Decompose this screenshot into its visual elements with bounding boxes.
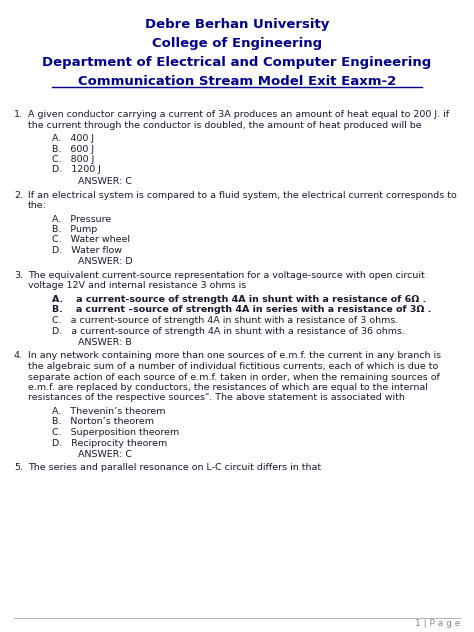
Text: Debre Berhan University: Debre Berhan University [145,18,329,31]
Text: A.   Pressure: A. Pressure [52,214,111,224]
Text: D.   Reciprocity theorem: D. Reciprocity theorem [52,439,167,447]
Text: Communication Stream Model Exit Eaxm-2: Communication Stream Model Exit Eaxm-2 [78,75,396,88]
Text: A.   Thevenin’s theorem: A. Thevenin’s theorem [52,407,165,416]
Text: B.   Pump: B. Pump [52,225,97,234]
Text: The equivalent current-source representation for a voltage-source with open circ: The equivalent current-source representa… [28,271,425,280]
Text: 2.: 2. [14,190,23,200]
Text: In any network containing more than one sources of e.m.f. the current in any bra: In any network containing more than one … [28,351,441,360]
Text: B.   600 J: B. 600 J [52,145,94,154]
Text: Department of Electrical and Computer Engineering: Department of Electrical and Computer En… [42,56,432,69]
Text: ANSWER: C: ANSWER: C [78,177,132,186]
Text: C.   Water wheel: C. Water wheel [52,236,130,245]
Text: the:: the: [28,201,47,210]
Text: College of Engineering: College of Engineering [152,37,322,50]
Text: resistances of the respective sources". The above statement is associated with: resistances of the respective sources". … [28,394,405,403]
Text: 3.: 3. [14,271,23,280]
Text: C.   Superposition theorem: C. Superposition theorem [52,428,179,437]
Text: the algebraic sum of a number of individual fictitious currents, each of which i: the algebraic sum of a number of individ… [28,362,438,371]
Text: ANSWER: C: ANSWER: C [78,450,132,459]
Text: If an electrical system is compared to a fluid system, the electrical current co: If an electrical system is compared to a… [28,190,457,200]
Text: the current through the conductor is doubled, the amount of heat produced will b: the current through the conductor is dou… [28,121,422,130]
Text: A.    a current-source of strength 4A in shunt with a resistance of 6Ω .: A. a current-source of strength 4A in sh… [52,295,426,304]
Text: ANSWER: D: ANSWER: D [78,257,133,267]
Text: A.   400 J: A. 400 J [52,134,94,143]
Text: e.m.f. are replaced by conductors, the resistances of which are equal to the int: e.m.f. are replaced by conductors, the r… [28,383,428,392]
Text: D.   a current-source of strength 4A in shunt with a resistance of 36 ohms.: D. a current-source of strength 4A in sh… [52,327,405,336]
Text: D.   1200 J: D. 1200 J [52,166,101,174]
Text: C.   800 J: C. 800 J [52,155,94,164]
Text: 1 | P a g e: 1 | P a g e [415,619,460,628]
Text: ANSWER: B: ANSWER: B [78,338,132,347]
Text: 4.: 4. [14,351,23,360]
Text: B.   Norton’s theorem: B. Norton’s theorem [52,418,154,427]
Text: A given conductor carrying a current of 3A produces an amount of heat equal to 2: A given conductor carrying a current of … [28,110,449,119]
Text: D.   Water flow: D. Water flow [52,246,122,255]
Text: 5.: 5. [14,463,23,473]
Text: 1.: 1. [14,110,23,119]
Text: B.    a current –source of strength 4A in series with a resistance of 3Ω .: B. a current –source of strength 4A in s… [52,305,431,315]
Text: C.   a current-source of strength 4A in shunt with a resistance of 3 ohms.: C. a current-source of strength 4A in sh… [52,316,398,325]
Text: The series and parallel resonance on L-C circuit differs in that: The series and parallel resonance on L-C… [28,463,321,473]
Text: separate action of each source of e.m.f. taken in order, when the remaining sour: separate action of each source of e.m.f.… [28,372,440,382]
Text: voltage 12V and internal resistance 3 ohms is: voltage 12V and internal resistance 3 oh… [28,281,246,291]
